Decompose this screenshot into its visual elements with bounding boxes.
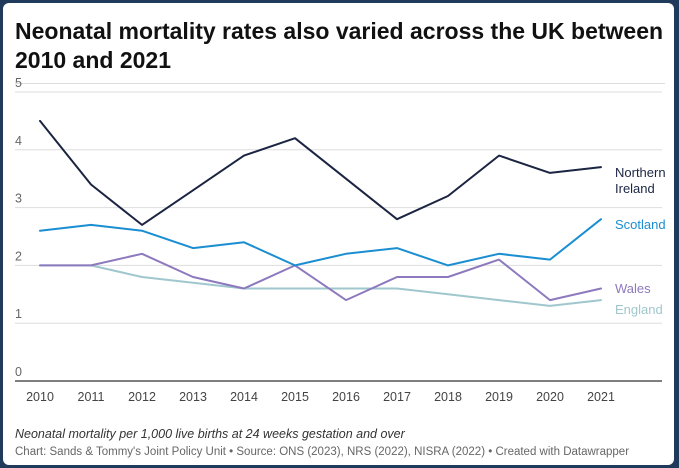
x-tick-label: 2017 bbox=[383, 390, 411, 404]
y-tick-label: 1 bbox=[15, 307, 22, 321]
chart-source: Chart: Sands & Tommy's Joint Policy Unit… bbox=[15, 446, 630, 458]
x-tick-label: 2012 bbox=[128, 390, 156, 404]
y-tick-label: 5 bbox=[15, 76, 22, 90]
x-tick-label: 2019 bbox=[485, 390, 513, 404]
series-label-scotland: Scotland bbox=[615, 217, 666, 232]
x-tick-label: 2016 bbox=[332, 390, 360, 404]
x-tick-label: 2018 bbox=[434, 390, 462, 404]
series-label-england: England bbox=[615, 302, 663, 317]
x-tick-label: 2015 bbox=[281, 390, 309, 404]
chart-note: Neonatal mortality per 1,000 live births… bbox=[15, 427, 405, 441]
series-label-northern-ireland: Northern bbox=[615, 165, 666, 180]
title-divider bbox=[15, 83, 665, 84]
x-tick-label: 2021 bbox=[587, 390, 615, 404]
y-tick-label: 0 bbox=[15, 365, 22, 379]
x-tick-label: 2011 bbox=[78, 390, 105, 404]
chart-title: Neonatal mortality rates also varied acr… bbox=[15, 18, 664, 73]
series-line-scotland bbox=[39, 218, 602, 267]
series-line-england bbox=[39, 264, 602, 307]
y-tick-label: 3 bbox=[15, 192, 22, 206]
series-layer bbox=[39, 119, 602, 307]
x-tick-label: 2014 bbox=[230, 390, 258, 404]
x-tick-label: 2013 bbox=[179, 390, 207, 404]
series-label-northern-ireland: Ireland bbox=[615, 181, 655, 196]
x-tick-label: 2020 bbox=[536, 390, 564, 404]
series-line-northern-ireland bbox=[39, 119, 602, 226]
grid-layer bbox=[15, 91, 662, 382]
y-tick-labels: 0 1 2 3 4 5 bbox=[15, 76, 22, 379]
series-label-wales: Wales bbox=[615, 281, 651, 296]
x-tick-labels: 2010 2011 2012 2013 2014 2015 2016 2017 2018 2019… bbox=[26, 390, 615, 404]
series-line-wales bbox=[39, 252, 602, 302]
y-tick-label: 2 bbox=[15, 249, 22, 263]
y-tick-label: 4 bbox=[15, 134, 22, 148]
chart-card: Neonatal mortality rates also varied acr… bbox=[3, 3, 674, 465]
x-tick-label: 2010 bbox=[26, 390, 54, 404]
